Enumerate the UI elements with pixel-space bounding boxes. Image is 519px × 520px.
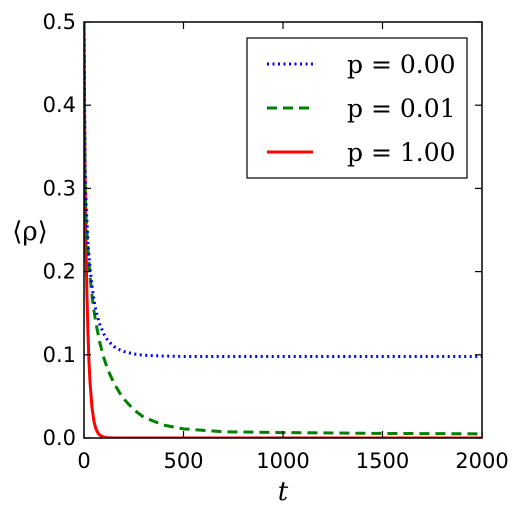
y-tick-label: 0.5 [43,10,76,34]
y-tick-label: 0.4 [43,93,76,117]
legend-label: p = 1.00 [347,138,456,167]
y-tick-label: 0.2 [43,260,76,284]
series-lines [84,22,482,438]
x-tick-label: 2000 [455,449,508,473]
series-line-0 [84,22,482,358]
x-tick-label: 1000 [256,449,309,473]
legend: p = 0.00 p = 0.01 p = 1.00 [246,37,468,179]
y-tick-label: 0.0 [43,426,76,450]
x-tick-label: 0 [77,449,90,473]
axis-ticks [83,21,483,439]
y-tick-label: 0.1 [43,343,76,367]
x-axis-label: t [278,477,289,507]
series-line-2 [84,22,482,438]
axis-tick-labels: 0 500 1000 1500 2000 0.0 0.1 0.2 0.3 0.4 0.5 [43,10,509,473]
legend-label: p = 0.01 [347,94,456,123]
y-axis-label: ⟨ρ⟩ [12,217,48,247]
y-tick-label: 0.3 [43,176,76,200]
x-tick-label: 500 [163,449,203,473]
x-tick-label: 1500 [356,449,409,473]
series-line-1 [84,22,482,436]
legend-label: p = 0.00 [347,50,456,79]
